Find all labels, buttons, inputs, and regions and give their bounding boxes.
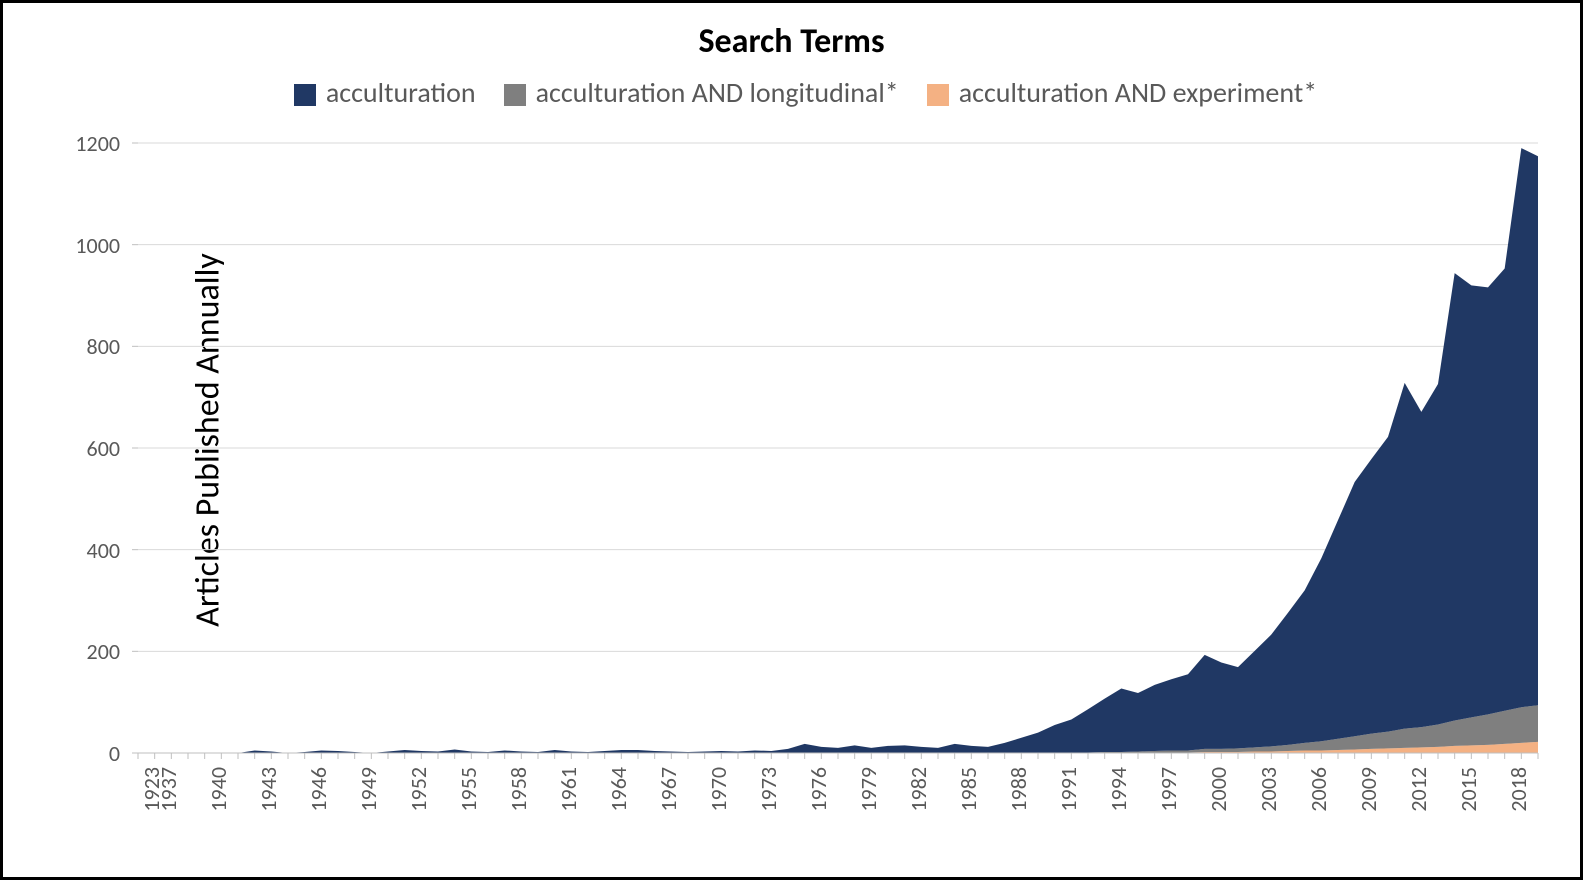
y-tick-label: 200 [87, 638, 120, 665]
legend-item-label: acculturation [326, 75, 476, 110]
chart-title: Search Terms [3, 21, 1580, 62]
y-tick-label: 1200 [75, 130, 120, 157]
x-tick-label: 1988 [1005, 767, 1032, 827]
x-tick-label: 1964 [605, 767, 632, 827]
x-tick-label: 1970 [705, 767, 732, 827]
chart-plot-area [138, 143, 1538, 753]
x-tick-label: 1994 [1105, 767, 1132, 827]
x-tick-label: 1961 [555, 767, 582, 827]
x-tick-label: 1940 [205, 767, 232, 827]
x-tick-label: 1946 [305, 767, 332, 827]
x-tick-label: 1997 [1155, 767, 1182, 827]
x-tick-label: 1982 [905, 767, 932, 827]
legend-item-label: acculturation AND longitudinal* [536, 75, 899, 110]
x-tick-label: 1973 [755, 767, 782, 827]
x-tick-label: 1991 [1055, 767, 1082, 827]
x-tick-label: 1955 [455, 767, 482, 827]
x-tick-label: 1952 [405, 767, 432, 827]
x-tick-label: 2009 [1355, 767, 1382, 827]
x-tick-label: 2003 [1255, 767, 1282, 827]
x-tick-label: 1943 [255, 767, 282, 827]
y-tick-label: 600 [87, 435, 120, 462]
x-tick-label: 2000 [1205, 767, 1232, 827]
y-tick-label: 1000 [75, 232, 120, 259]
chart-container: Search Terms acculturation acculturation … [0, 0, 1583, 880]
legend-item-label: acculturation AND experiment* [959, 75, 1317, 110]
x-tick-label: 1949 [355, 767, 382, 827]
x-tick-label: 1985 [955, 767, 982, 827]
y-tick-label: 800 [87, 333, 120, 360]
x-tick-label: 2012 [1405, 767, 1432, 827]
chart-legend: acculturation acculturation AND longitudi… [3, 75, 1580, 110]
x-tick-label: 1967 [655, 767, 682, 827]
x-tick-label: 1976 [805, 767, 832, 827]
y-tick-label: 400 [87, 537, 120, 564]
y-tick-label: 0 [109, 740, 120, 767]
x-tick-label: 1979 [855, 767, 882, 827]
x-tick-label: 1958 [505, 767, 532, 827]
x-tick-label: 2018 [1505, 767, 1532, 827]
x-tick-label: 2006 [1305, 767, 1332, 827]
x-tick-label: 1937 [155, 767, 182, 827]
x-tick-label: 2015 [1455, 767, 1482, 827]
